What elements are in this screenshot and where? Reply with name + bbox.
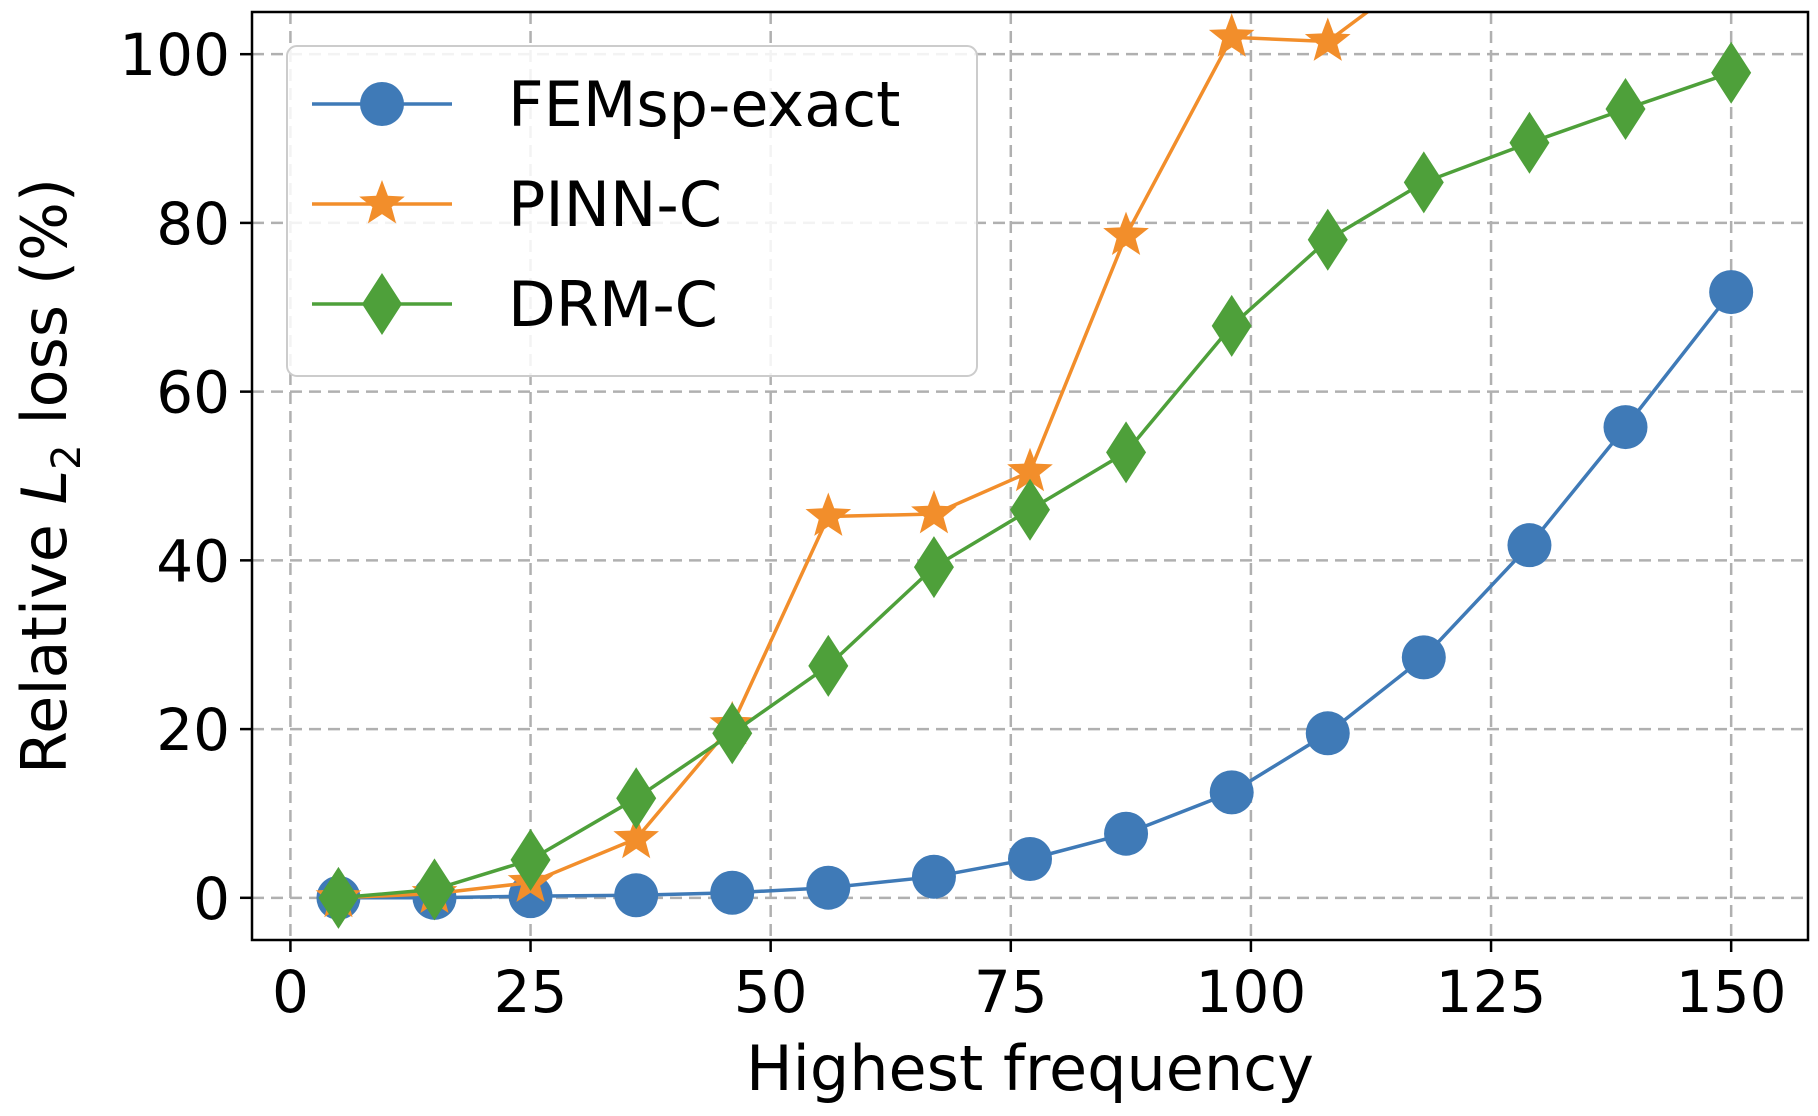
pinn-c-point bbox=[1103, 211, 1149, 255]
plot-frame bbox=[250, 10, 1810, 942]
drm-c-point bbox=[1509, 111, 1550, 174]
femsp-exact-point bbox=[710, 870, 755, 915]
legend-item-drm-c: DRM-C bbox=[312, 268, 718, 341]
drm-c-point bbox=[1010, 478, 1050, 541]
femsp-exact-point bbox=[1008, 837, 1052, 882]
y-tick-label: 0 bbox=[193, 865, 230, 933]
pinn-c-point bbox=[805, 492, 852, 536]
pinn-c-point bbox=[1304, 17, 1351, 61]
y-tick-label: 20 bbox=[156, 696, 230, 764]
drm-c-point bbox=[808, 634, 849, 697]
femsp-exact-point bbox=[1507, 523, 1552, 568]
x-tick-label: 150 bbox=[1676, 958, 1787, 1026]
legend-label: FEMsp-exact bbox=[508, 68, 901, 141]
y-tick-label: 80 bbox=[156, 190, 230, 258]
pinn-c-point bbox=[911, 490, 957, 534]
femsp-exact-point bbox=[911, 854, 956, 899]
x-tick-label: 0 bbox=[272, 958, 309, 1026]
y-axis-label-suffix: loss (%) bbox=[8, 178, 81, 444]
x-tick-label: 125 bbox=[1436, 958, 1547, 1026]
drm-c-point bbox=[1106, 421, 1147, 484]
legend-label: DRM-C bbox=[508, 268, 718, 341]
drm-c-point bbox=[510, 828, 551, 891]
legend-marker bbox=[360, 82, 404, 126]
grid-lines bbox=[252, 12, 1808, 940]
pinn-c-line bbox=[338, 12, 1371, 900]
y-axis-label: Relative L2 loss (%) bbox=[8, 178, 90, 774]
x-tick-label: 75 bbox=[974, 958, 1048, 1026]
y-tick-label: 100 bbox=[119, 21, 230, 89]
drm-c-point bbox=[913, 536, 954, 599]
y-axis-label-subscript: 2 bbox=[44, 444, 90, 469]
x-tick-label: 100 bbox=[1196, 958, 1307, 1026]
drm-c-point bbox=[616, 767, 657, 830]
legend-item-pinn-c: PINN-C bbox=[312, 168, 722, 241]
y-axis-label-variable: L bbox=[8, 470, 81, 505]
series-layer bbox=[315, 12, 1754, 929]
legend-item-femsp-exact: FEMsp-exact bbox=[312, 68, 901, 141]
pinn-c-point bbox=[613, 814, 659, 859]
legend-marker bbox=[359, 180, 405, 224]
drm-c-point bbox=[1403, 151, 1444, 214]
drm-c-point bbox=[318, 866, 359, 929]
pinn-c-point bbox=[1208, 13, 1255, 57]
legend: FEMsp-exact PINN-C DRM-C bbox=[286, 45, 978, 377]
femsp-exact-line bbox=[338, 291, 1733, 900]
femsp-exact-point bbox=[1209, 770, 1254, 815]
drm-c-point bbox=[1711, 41, 1752, 104]
femsp-exact-point bbox=[1603, 405, 1648, 450]
x-tick-label: 25 bbox=[494, 958, 568, 1026]
axis-ticks: 0 25 50 75 100 125 150 0 20 40 60 80 100 bbox=[119, 21, 1786, 1026]
legend-box bbox=[286, 45, 978, 377]
y-axis-label-prefix: Relative bbox=[8, 504, 81, 774]
x-axis-label: Highest frequency bbox=[746, 1032, 1314, 1105]
femsp-exact-point bbox=[1104, 811, 1149, 856]
legend-label: PINN-C bbox=[508, 168, 722, 241]
femsp-exact-point bbox=[1401, 635, 1446, 680]
drm-c-point bbox=[712, 702, 753, 765]
x-tick-label: 50 bbox=[734, 958, 808, 1026]
femsp-exact-point bbox=[806, 865, 851, 910]
series-drm-c bbox=[318, 41, 1752, 929]
legend-marker bbox=[362, 273, 402, 335]
y-tick-label: 60 bbox=[156, 359, 230, 427]
femsp-exact-point bbox=[1305, 711, 1350, 756]
y-tick-label: 40 bbox=[156, 527, 230, 595]
drm-c-point bbox=[1307, 208, 1348, 271]
series-femsp-exact bbox=[316, 270, 1754, 920]
femsp-exact-point bbox=[614, 873, 659, 918]
drm-c-point bbox=[414, 858, 455, 921]
drm-c-point bbox=[1211, 294, 1252, 357]
femsp-exact-point bbox=[1709, 270, 1754, 315]
drm-c-point bbox=[1605, 78, 1646, 141]
pinn-c-point bbox=[1007, 447, 1053, 492]
